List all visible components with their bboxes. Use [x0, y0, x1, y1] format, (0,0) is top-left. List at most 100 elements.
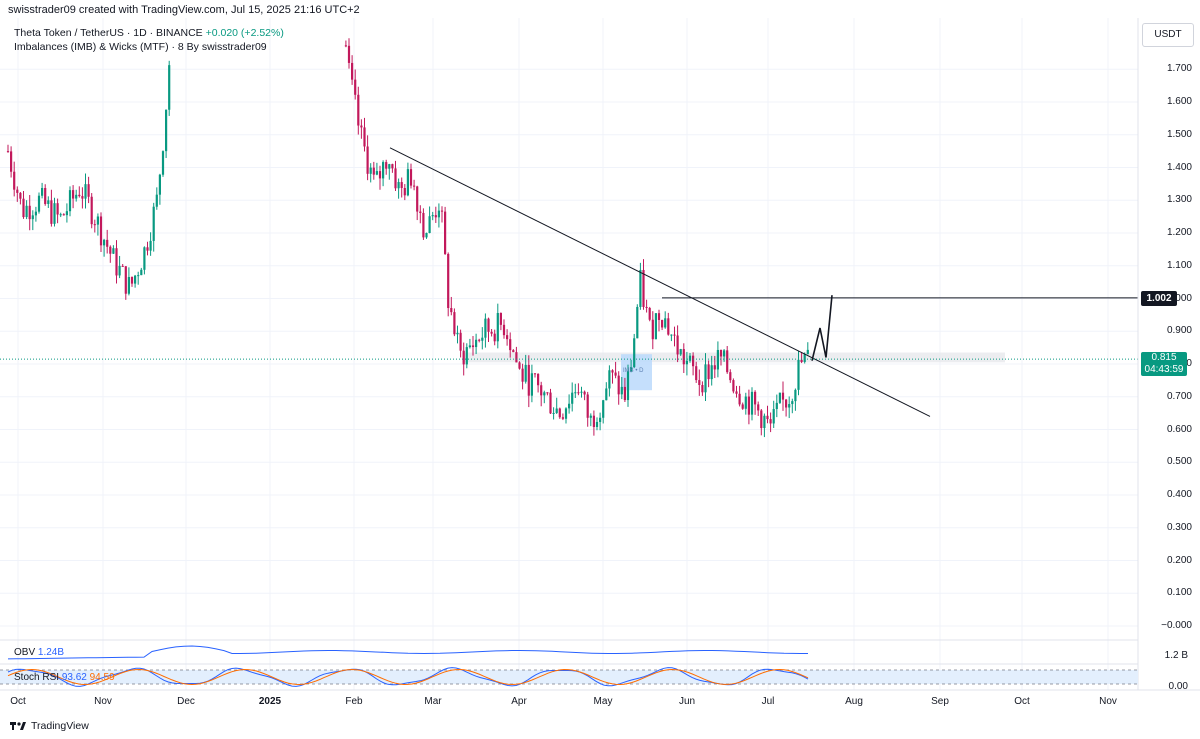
- horizontal-zone: [462, 352, 1005, 363]
- candle-body: [692, 355, 695, 367]
- candle-body: [636, 306, 639, 339]
- target-price-tag: 1.002: [1141, 291, 1177, 306]
- candle-body: [434, 215, 437, 218]
- candle-body: [661, 319, 664, 328]
- candle-body: [648, 307, 651, 320]
- candle-body: [152, 206, 155, 241]
- candle-body: [750, 391, 754, 415]
- candle-body: [682, 349, 685, 365]
- candle-body: [614, 372, 617, 376]
- candle-body: [642, 269, 645, 307]
- symbol-legend[interactable]: Theta Token / TetherUS · 1D · BINANCE +0…: [14, 27, 284, 39]
- candle-body: [124, 266, 127, 294]
- candle-body: [106, 239, 109, 247]
- candle-body: [685, 360, 688, 365]
- candle-body: [688, 355, 692, 361]
- indicator-legend[interactable]: Imbalances (IMB) & Wicks (MTF) · 8 By sw…: [14, 41, 267, 53]
- candle-body: [459, 332, 462, 351]
- time-axis-label: Oct: [10, 696, 26, 707]
- candle-body: [499, 312, 502, 325]
- price-axis-label: 1.600: [1166, 96, 1192, 107]
- tradingview-footer[interactable]: TradingView: [10, 720, 89, 732]
- candle-body: [611, 370, 614, 373]
- candle-body: [741, 404, 744, 409]
- candle-body: [537, 373, 540, 386]
- candle-body: [47, 200, 50, 204]
- candle-body: [155, 194, 158, 207]
- candle-body: [639, 269, 642, 307]
- candle-body: [34, 211, 37, 216]
- candle-body: [425, 232, 428, 238]
- candle-body: [766, 415, 769, 420]
- candle-body: [679, 349, 682, 355]
- candle-body: [99, 216, 103, 246]
- candle-body: [726, 350, 729, 373]
- candle-body: [75, 194, 78, 199]
- candle-body: [518, 362, 521, 369]
- price-change: +0.020 (+2.52%): [205, 27, 284, 39]
- candle-body: [698, 380, 701, 386]
- candle-body: [422, 212, 425, 238]
- candle-body: [360, 125, 363, 128]
- candle-body: [651, 319, 654, 340]
- candle-body: [738, 393, 741, 405]
- stoch-k-value: 93.62: [61, 672, 87, 683]
- price-axis-label: 1.200: [1166, 227, 1192, 238]
- candle-body: [723, 350, 726, 357]
- candle-body: [608, 370, 611, 389]
- trendline: [389, 147, 931, 417]
- candles: [6, 38, 809, 438]
- candle-body: [10, 151, 13, 172]
- candle-body: [670, 334, 673, 336]
- candle-body: [673, 334, 676, 336]
- candle-body: [453, 312, 456, 335]
- candle-body: [375, 171, 378, 175]
- candle-body: [657, 313, 661, 320]
- candle-body: [44, 187, 47, 204]
- candle-body: [366, 146, 369, 174]
- candle-body: [158, 174, 161, 195]
- candle-body: [161, 151, 165, 175]
- candle-body: [354, 79, 357, 95]
- candle-body: [447, 253, 450, 309]
- candle-body: [409, 169, 413, 186]
- candle-body: [406, 169, 409, 196]
- candle-body: [363, 127, 366, 147]
- candle-body: [620, 386, 623, 395]
- candle-body: [521, 368, 524, 382]
- stoch-d-value: 94.59: [89, 672, 115, 683]
- candle-body: [707, 364, 710, 380]
- candle-body: [87, 184, 90, 197]
- candle-body: [134, 275, 137, 284]
- stoch-name: Stoch RSI: [14, 672, 60, 683]
- candle-body: [645, 306, 648, 308]
- stoch-axis-label: 0.00: [1168, 681, 1188, 692]
- candle-body: [716, 349, 719, 370]
- tradingview-brand: TradingView: [31, 720, 89, 732]
- candle-body: [115, 248, 118, 276]
- currency-button[interactable]: USDT: [1142, 23, 1194, 47]
- candle-body: [515, 352, 518, 363]
- candle-body: [533, 373, 537, 375]
- candle-body: [586, 394, 589, 418]
- price-axis-label: 0.700: [1166, 390, 1192, 402]
- stoch-legend[interactable]: Stoch RSI 93.62 94.59: [14, 672, 115, 683]
- time-axis-label: Feb: [345, 696, 363, 707]
- price-axis-label: 1.700: [1166, 63, 1192, 75]
- candle-body: [546, 392, 549, 394]
- candle-body: [558, 408, 561, 418]
- candle-body: [400, 182, 403, 188]
- candle-body: [772, 409, 775, 424]
- price-axis-label: 0.400: [1166, 489, 1192, 500]
- obv-legend[interactable]: OBV 1.24B: [14, 647, 64, 658]
- candle-body: [78, 194, 81, 197]
- candle-body: [633, 338, 636, 368]
- candle-body: [580, 391, 583, 393]
- candle-body: [701, 385, 704, 393]
- imbalance-label: IMB • D: [623, 368, 644, 374]
- price-axis-label: 1.100: [1166, 259, 1192, 271]
- candle-body: [440, 210, 444, 212]
- candle-body: [599, 417, 602, 422]
- obv-value: 1.24B: [37, 647, 65, 658]
